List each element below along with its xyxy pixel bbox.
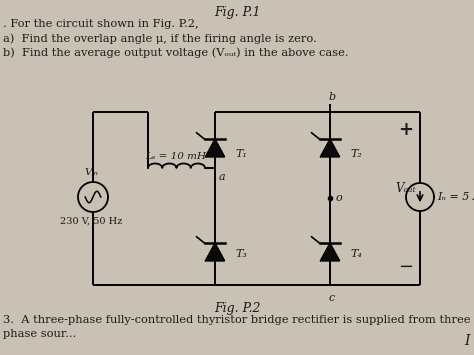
Text: phase sour...: phase sour... [3,329,76,339]
Text: 230 V, 50 Hz: 230 V, 50 Hz [60,217,122,226]
Text: Fig. P.2: Fig. P.2 [214,302,260,315]
Text: Lₛ = 10 mH: Lₛ = 10 mH [146,152,207,161]
Text: I: I [465,334,470,348]
Polygon shape [205,243,225,261]
Text: −: − [399,258,413,276]
Polygon shape [320,139,339,157]
Text: c: c [329,293,335,303]
Text: +: + [399,121,413,139]
Text: b)  Find the average output voltage (Vₒᵤₜ) in the above case.: b) Find the average output voltage (Vₒᵤₜ… [3,47,348,58]
Text: T₁: T₁ [235,149,247,159]
Text: T₃: T₃ [235,249,247,259]
Text: . For the circuit shown in Fig. P.2,: . For the circuit shown in Fig. P.2, [3,19,199,29]
Text: Iₙ = 5 A: Iₙ = 5 A [437,192,474,202]
Text: T₄: T₄ [350,249,362,259]
Polygon shape [205,139,225,157]
Text: Vₒᵤₜ: Vₒᵤₜ [396,181,416,195]
Polygon shape [320,243,339,261]
Text: a: a [219,172,226,182]
Text: o: o [336,193,343,203]
Text: Vᵢₙ: Vᵢₙ [84,168,98,177]
Text: T₂: T₂ [350,149,362,159]
Text: 3.  A three-phase fully-controlled thyristor bridge rectifier is supplied from t: 3. A three-phase fully-controlled thyris… [3,315,471,325]
Text: b: b [328,92,336,102]
Text: Fig. P.1: Fig. P.1 [214,6,260,19]
Text: a)  Find the overlap angle μ, if the firing angle is zero.: a) Find the overlap angle μ, if the firi… [3,33,317,44]
